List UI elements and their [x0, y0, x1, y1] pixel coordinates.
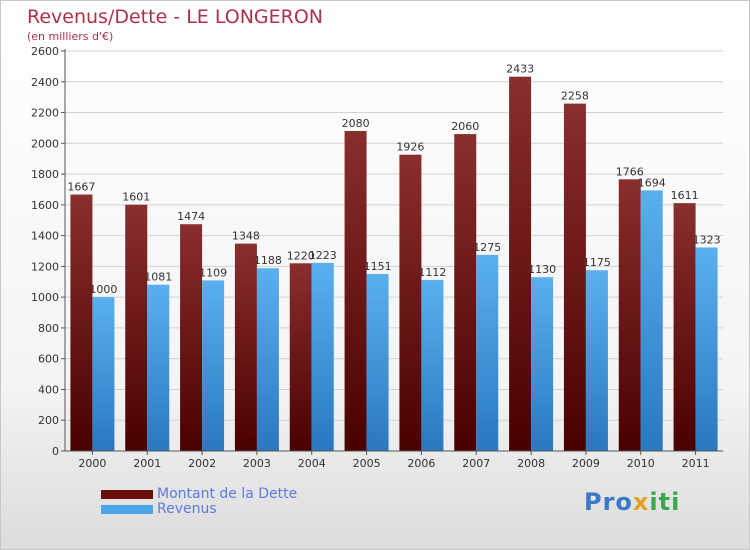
- data-label-revenus: 1151: [364, 260, 392, 273]
- y-tick-label: 2400: [31, 76, 59, 89]
- bar-revenus: [421, 279, 444, 451]
- data-label-revenus: 1188: [254, 254, 282, 267]
- data-label-dette: 1220: [287, 249, 315, 262]
- x-tick-label: 2007: [462, 457, 490, 470]
- x-tick-label: 2002: [188, 457, 216, 470]
- bar-dette: [563, 103, 586, 451]
- y-tick-label: 1800: [31, 168, 59, 181]
- data-label-dette: 1474: [177, 210, 205, 223]
- data-label-revenus: 1130: [528, 263, 556, 276]
- legend-label-dette: Montant de la Dette: [157, 486, 298, 502]
- y-tick-label: 200: [38, 414, 59, 427]
- y-tick-label: 2000: [31, 137, 59, 150]
- bar-dette: [344, 131, 367, 451]
- bar-dette: [180, 224, 203, 451]
- bar-revenus: [147, 284, 170, 451]
- data-label-dette: 1667: [67, 181, 95, 194]
- data-label-dette: 1611: [671, 189, 699, 202]
- chart-subtitle: (en milliers d'€): [27, 30, 114, 43]
- bar-dette: [399, 154, 422, 451]
- data-label-dette: 2080: [342, 117, 370, 130]
- data-label-dette: 1766: [616, 165, 644, 178]
- legend-swatch-revenus: [101, 505, 153, 514]
- bar-revenus: [476, 254, 499, 451]
- bar-revenus: [695, 247, 718, 451]
- bar-dette: [454, 134, 477, 452]
- data-label-dette: 1926: [396, 141, 424, 154]
- data-label-revenus: 1109: [199, 266, 227, 279]
- y-tick-label: 600: [38, 353, 59, 366]
- data-label-revenus: 1081: [144, 271, 172, 284]
- x-tick-label: 2000: [78, 457, 106, 470]
- bar-revenus: [202, 280, 225, 451]
- legend-label-revenus: Revenus: [157, 501, 217, 517]
- data-label-revenus: 1223: [309, 249, 337, 262]
- chart-title: Revenus/Dette - LE LONGERON: [27, 6, 324, 28]
- x-tick-label: 2010: [627, 457, 655, 470]
- data-label-dette: 1601: [122, 191, 150, 204]
- bar-revenus: [640, 190, 663, 451]
- data-label-dette: 1348: [232, 230, 260, 243]
- y-tick-label: 1600: [31, 199, 59, 212]
- bar-dette: [125, 204, 148, 451]
- y-tick-label: 2200: [31, 107, 59, 120]
- y-tick-label: 1000: [31, 291, 59, 304]
- y-tick-label: 2600: [31, 45, 59, 58]
- x-tick-label: 2006: [407, 457, 435, 470]
- legend-item-dette: Montant de la Dette: [101, 486, 361, 502]
- x-tick-label: 2005: [353, 457, 381, 470]
- data-label-dette: 2433: [506, 63, 534, 76]
- data-label-revenus: 1112: [418, 266, 446, 279]
- y-tick-label: 0: [52, 445, 59, 458]
- data-label-dette: 2060: [451, 120, 479, 133]
- data-label-revenus: 1323: [693, 233, 721, 246]
- data-label-revenus: 1694: [638, 176, 666, 189]
- y-tick-label: 800: [38, 322, 59, 335]
- bar-dette: [509, 76, 532, 451]
- x-tick-label: 2008: [517, 457, 545, 470]
- bar-dette: [289, 263, 312, 451]
- data-label-revenus: 1275: [473, 241, 501, 254]
- bar-revenus: [256, 268, 279, 451]
- proxiti-logo: Proxiti: [584, 488, 681, 516]
- legend: Montant de la Dette Revenus: [101, 486, 361, 517]
- bar-dette: [618, 179, 641, 452]
- data-label-revenus: 1000: [89, 283, 117, 296]
- data-label-revenus: 1175: [583, 256, 611, 269]
- bar-revenus: [311, 262, 334, 451]
- data-label-dette: 2258: [561, 90, 589, 103]
- x-tick-label: 2001: [133, 457, 161, 470]
- y-tick-label: 400: [38, 383, 59, 396]
- x-tick-label: 2004: [298, 457, 326, 470]
- legend-swatch-dette: [101, 490, 153, 499]
- bar-revenus: [366, 273, 389, 451]
- bar-revenus: [92, 297, 115, 451]
- x-tick-label: 2011: [682, 457, 710, 470]
- y-tick-label: 1200: [31, 260, 59, 273]
- y-tick-label: 1400: [31, 230, 59, 243]
- bar-revenus: [531, 277, 554, 451]
- bar-revenus: [585, 270, 608, 451]
- bar-dette: [673, 203, 696, 451]
- legend-item-revenus: Revenus: [101, 501, 361, 517]
- x-tick-label: 2009: [572, 457, 600, 470]
- x-tick-label: 2003: [243, 457, 271, 470]
- bar-dette: [234, 243, 257, 451]
- bar-dette: [70, 194, 93, 452]
